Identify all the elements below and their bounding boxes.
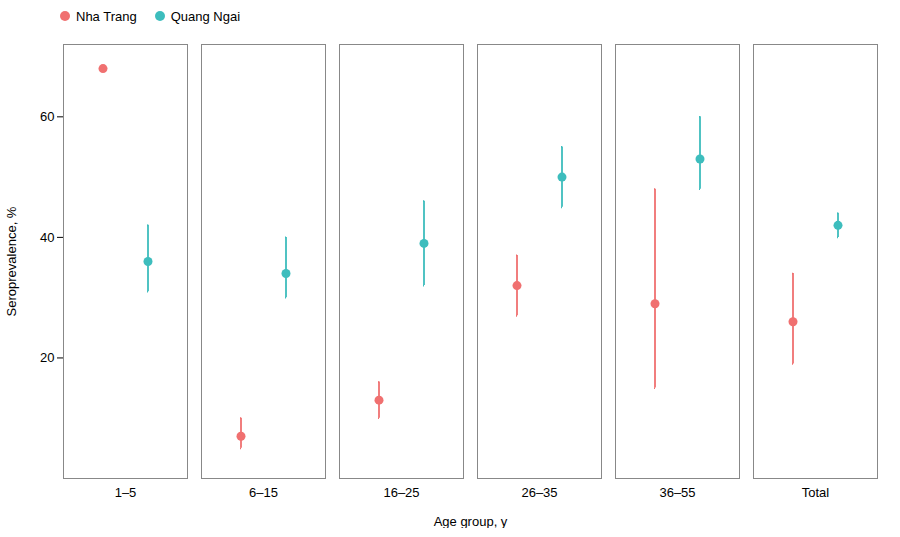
svg-text:26–35: 26–35: [521, 485, 557, 500]
html-text:Quang Ngai: Quang Ngai: [170, 8, 241, 24]
html-text:Nha Trang: Nha Trang: [76, 8, 137, 24]
svg-text:Seroprevalence, %: Seroprevalence, %: [4, 206, 19, 316]
svg-text:6–15: 6–15: [249, 485, 278, 500]
svg-text:20: 20: [40, 350, 54, 365]
svg-text:16–25: 16–25: [383, 485, 419, 500]
svg-text:36–55: 36–55: [659, 485, 695, 500]
svg-text:Age group, y: Age group, y: [434, 514, 508, 529]
svg-text:Total: Total: [802, 485, 830, 500]
svg-text:40: 40: [40, 230, 54, 245]
svg-text:1–5: 1–5: [115, 485, 137, 500]
svg-text:60: 60: [40, 109, 54, 124]
